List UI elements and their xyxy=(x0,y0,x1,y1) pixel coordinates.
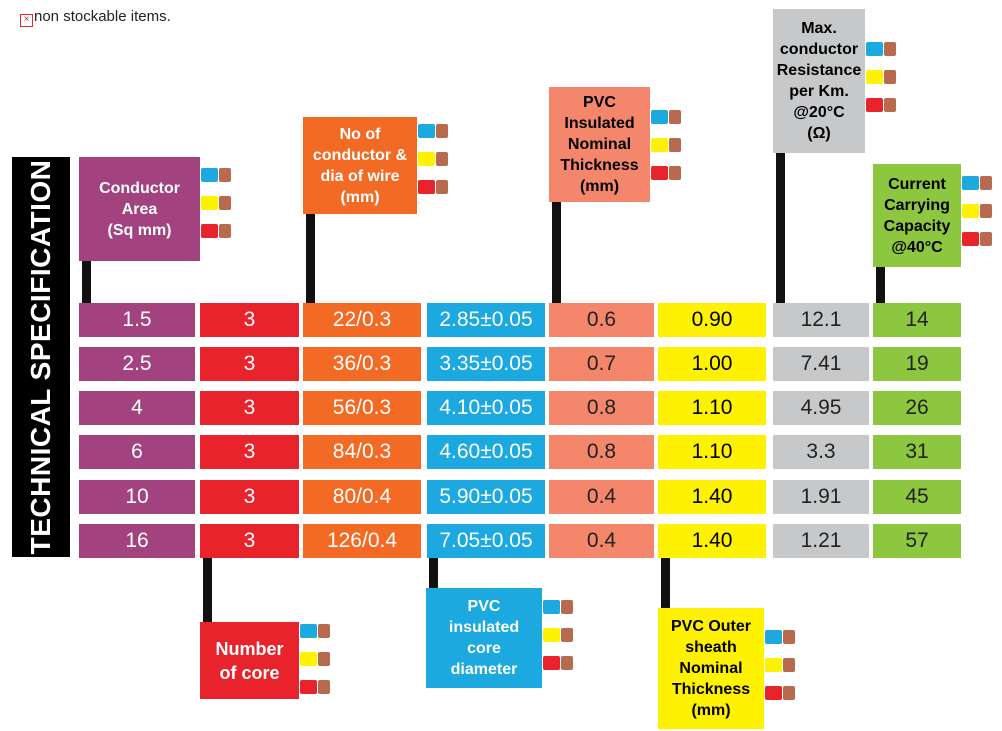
cable-plug-icon xyxy=(201,168,233,248)
cell-core-diameter: 4.60±0.05 xyxy=(427,435,545,469)
number-of-core-stem xyxy=(203,556,212,622)
cell-sheath-thickness: 1.00 xyxy=(658,347,766,381)
cell-insulation-thickness: 0.6 xyxy=(549,303,654,337)
cell-max-resistance: 1.21 xyxy=(773,524,869,558)
cell-sheath-thickness: 1.10 xyxy=(658,435,766,469)
cable-plug-icon xyxy=(765,630,797,710)
cell-core-diameter: 4.10±0.05 xyxy=(427,391,545,425)
no-of-conductor-stem xyxy=(306,214,315,303)
cell-insulation-thickness: 0.4 xyxy=(549,480,654,514)
checkbox-cross-icon: × xyxy=(20,14,33,27)
cell-no-of-conductor: 36/0.3 xyxy=(303,347,421,381)
max-resistance-stem xyxy=(776,153,785,303)
cable-plug-icon xyxy=(543,600,575,680)
insulation-thickness-stem xyxy=(552,202,561,303)
header-sheath-thickness: PVC Outer sheath Nominal Thickness (mm) xyxy=(658,608,764,729)
cell-number-of-core: 3 xyxy=(200,524,299,558)
cell-conductor-area: 16 xyxy=(79,524,195,558)
cell-core-diameter: 5.90±0.05 xyxy=(427,480,545,514)
cell-sheath-thickness: 1.40 xyxy=(658,524,766,558)
cell-number-of-core: 3 xyxy=(200,480,299,514)
cable-plug-icon xyxy=(418,124,450,204)
cell-core-diameter: 7.05±0.05 xyxy=(427,524,545,558)
cell-no-of-conductor: 84/0.3 xyxy=(303,435,421,469)
cell-conductor-area: 1.5 xyxy=(79,303,195,337)
header-conductor-area: Conductor Area (Sq mm) xyxy=(79,157,200,261)
cell-max-resistance: 1.91 xyxy=(773,480,869,514)
cell-number-of-core: 3 xyxy=(200,391,299,425)
cell-current-capacity: 57 xyxy=(873,524,961,558)
core-diameter-stem xyxy=(429,556,438,588)
cell-no-of-conductor: 56/0.3 xyxy=(303,391,421,425)
cable-plug-icon xyxy=(651,110,683,190)
header-insulation-thickness: PVC Insulated Nominal Thickness (mm) xyxy=(549,87,650,202)
header-current-capacity: Current Carrying Capacity @40°C xyxy=(873,164,961,267)
side-title-band: TECHNICAL SPECIFICATION xyxy=(12,157,70,557)
cell-max-resistance: 4.95 xyxy=(773,391,869,425)
header-number-of-core: Number of core xyxy=(200,622,299,699)
side-title: TECHNICAL SPECIFICATION xyxy=(25,159,56,555)
cable-plug-icon xyxy=(300,624,332,704)
cell-number-of-core: 3 xyxy=(200,435,299,469)
cell-insulation-thickness: 0.7 xyxy=(549,347,654,381)
cell-insulation-thickness: 0.4 xyxy=(549,524,654,558)
cell-current-capacity: 31 xyxy=(873,435,961,469)
cable-plug-icon xyxy=(866,42,898,122)
cell-conductor-area: 10 xyxy=(79,480,195,514)
conductor-area-stem xyxy=(82,261,91,303)
cell-no-of-conductor: 126/0.4 xyxy=(303,524,421,558)
legend-note-text: non stockable items. xyxy=(34,8,171,25)
cell-sheath-thickness: 1.10 xyxy=(658,391,766,425)
cell-core-diameter: 3.35±0.05 xyxy=(427,347,545,381)
legend-note: × non stockable items. xyxy=(20,8,171,27)
cell-current-capacity: 14 xyxy=(873,303,961,337)
cell-no-of-conductor: 22/0.3 xyxy=(303,303,421,337)
cell-insulation-thickness: 0.8 xyxy=(549,391,654,425)
cell-sheath-thickness: 0.90 xyxy=(658,303,766,337)
cell-sheath-thickness: 1.40 xyxy=(658,480,766,514)
header-core-diameter: PVC insulated core diameter xyxy=(426,588,542,688)
cell-max-resistance: 12.1 xyxy=(773,303,869,337)
cell-max-resistance: 3.3 xyxy=(773,435,869,469)
cell-number-of-core: 3 xyxy=(200,347,299,381)
header-no-of-conductor: No of conductor & dia of wire (mm) xyxy=(303,117,417,214)
cell-current-capacity: 26 xyxy=(873,391,961,425)
cell-conductor-area: 6 xyxy=(79,435,195,469)
cell-max-resistance: 7.41 xyxy=(773,347,869,381)
cell-core-diameter: 2.85±0.05 xyxy=(427,303,545,337)
cell-number-of-core: 3 xyxy=(200,303,299,337)
cell-no-of-conductor: 80/0.4 xyxy=(303,480,421,514)
current-capacity-stem xyxy=(876,267,885,303)
sheath-thickness-stem xyxy=(661,556,670,608)
cell-conductor-area: 4 xyxy=(79,391,195,425)
cable-plug-icon xyxy=(962,176,994,256)
cell-current-capacity: 19 xyxy=(873,347,961,381)
cell-current-capacity: 45 xyxy=(873,480,961,514)
cell-conductor-area: 2.5 xyxy=(79,347,195,381)
cell-insulation-thickness: 0.8 xyxy=(549,435,654,469)
header-max-resistance: Max. conductor Resistance per Km. @20°C … xyxy=(773,9,865,153)
